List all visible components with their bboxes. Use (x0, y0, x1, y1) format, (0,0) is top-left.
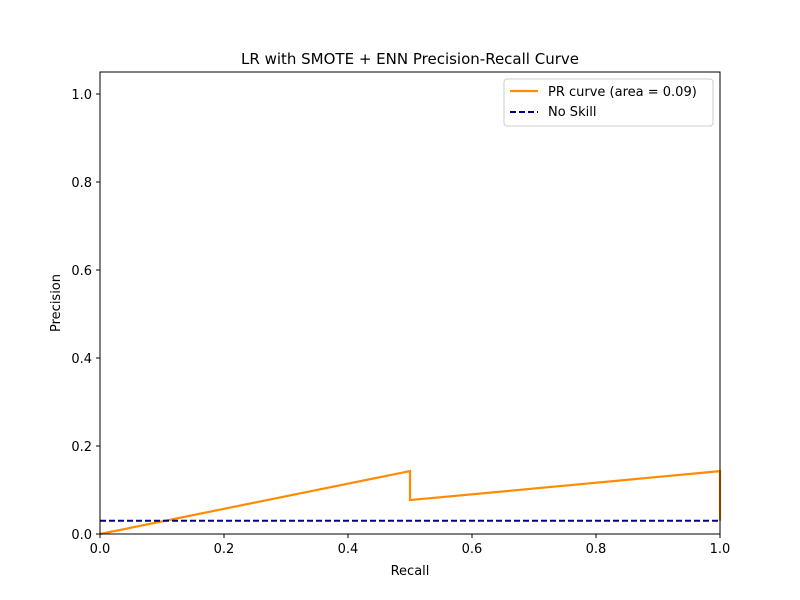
x-tick-label: 0.8 (586, 542, 607, 557)
x-axis-ticks: 0.0 0.2 0.4 0.6 0.8 1.0 (90, 534, 731, 557)
y-axis-label: Precision (49, 274, 64, 332)
y-tick-label: 0.6 (71, 264, 92, 279)
y-axis-ticks: 0.0 0.2 0.4 0.6 0.8 1.0 (71, 88, 100, 543)
x-tick-label: 0.2 (214, 542, 235, 557)
y-tick-label: 1.0 (71, 88, 92, 103)
x-tick-label: 0.6 (462, 542, 483, 557)
plot-frame (99, 71, 721, 535)
x-tick-label: 0.4 (338, 542, 359, 557)
legend: PR curve (area = 0.09) No Skill (503, 78, 714, 127)
y-tick-label: 0.2 (71, 440, 92, 455)
legend-label-no-skill: No Skill (548, 105, 596, 120)
x-axis-label: Recall (391, 564, 430, 579)
y-tick-label: 0.4 (71, 352, 92, 367)
chart-title: LR with SMOTE + ENN Precision-Recall Cur… (241, 50, 579, 68)
x-tick-label: 0.0 (90, 542, 111, 557)
legend-label-pr-curve: PR curve (area = 0.09) (548, 85, 697, 100)
x-tick-label: 1.0 (710, 542, 731, 557)
y-tick-label: 0.8 (71, 176, 92, 191)
legend-box (503, 78, 714, 127)
y-tick-label: 0.0 (71, 528, 92, 543)
